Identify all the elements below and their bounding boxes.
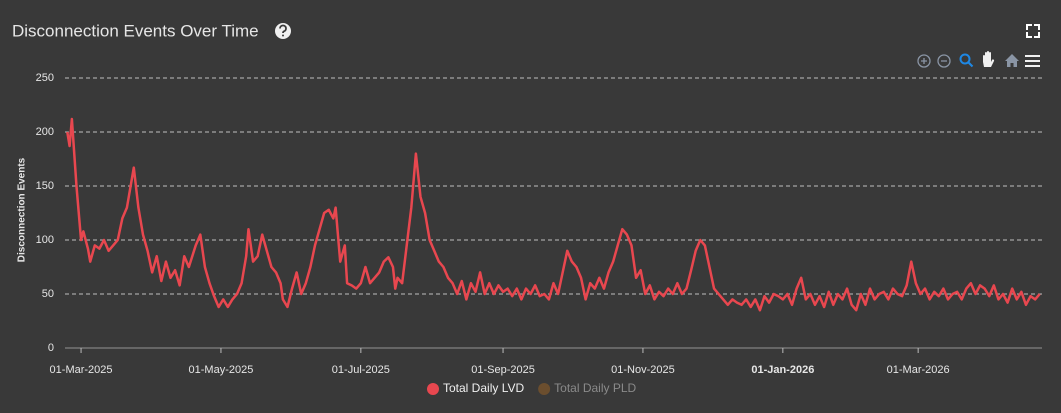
legend-item[interactable]: Total Daily PLD bbox=[538, 381, 637, 395]
zoom-out-button[interactable] bbox=[937, 54, 951, 68]
x-tick-label: 01-May-2025 bbox=[189, 364, 254, 376]
legend: Total Daily LVD Total Daily PLD bbox=[427, 381, 637, 395]
toolbar bbox=[917, 51, 1040, 68]
zoom-in-button[interactable] bbox=[917, 54, 931, 68]
x-tick-label: 01-Jan-2026 bbox=[751, 364, 814, 376]
fullscreen-icon[interactable] bbox=[1026, 24, 1040, 38]
selection-zoom-button[interactable] bbox=[959, 53, 974, 68]
menu-button[interactable] bbox=[1025, 55, 1040, 67]
y-tick-label: 250 bbox=[36, 72, 54, 84]
x-tick-label: 01-Nov-2025 bbox=[611, 364, 675, 376]
legend-item[interactable]: Total Daily LVD bbox=[427, 381, 524, 395]
y-tick-label: 0 bbox=[48, 342, 54, 354]
chart-title: Disconnection Events Over Time bbox=[12, 21, 259, 40]
y-tick-label: 50 bbox=[42, 288, 54, 300]
legend-label: Total Daily LVD bbox=[443, 381, 524, 395]
pan-button[interactable] bbox=[983, 51, 995, 67]
x-tick-label: 01-Mar-2025 bbox=[50, 364, 113, 376]
legend-marker bbox=[538, 383, 551, 395]
x-tick-label: 01-Jul-2025 bbox=[332, 364, 390, 376]
plot-area bbox=[66, 117, 1041, 312]
reset-button[interactable] bbox=[1005, 54, 1019, 67]
y-tick-label: 150 bbox=[36, 180, 54, 192]
legend-marker bbox=[427, 383, 439, 395]
x-tick-label: 01-Sep-2025 bbox=[471, 364, 535, 376]
help-icon[interactable] bbox=[275, 23, 291, 39]
x-tick-label: 01-Mar-2026 bbox=[887, 364, 950, 376]
y-axis-label: Disconnection Events bbox=[17, 157, 28, 262]
grid: 0 50 100 150 200 250 01-Mar-2025 01-May-2025 01-… bbox=[36, 72, 1042, 376]
y-tick-label: 100 bbox=[36, 234, 54, 246]
legend-label: Total Daily PLD bbox=[554, 381, 636, 395]
y-tick-label: 200 bbox=[36, 126, 54, 138]
series-line bbox=[66, 117, 1041, 312]
